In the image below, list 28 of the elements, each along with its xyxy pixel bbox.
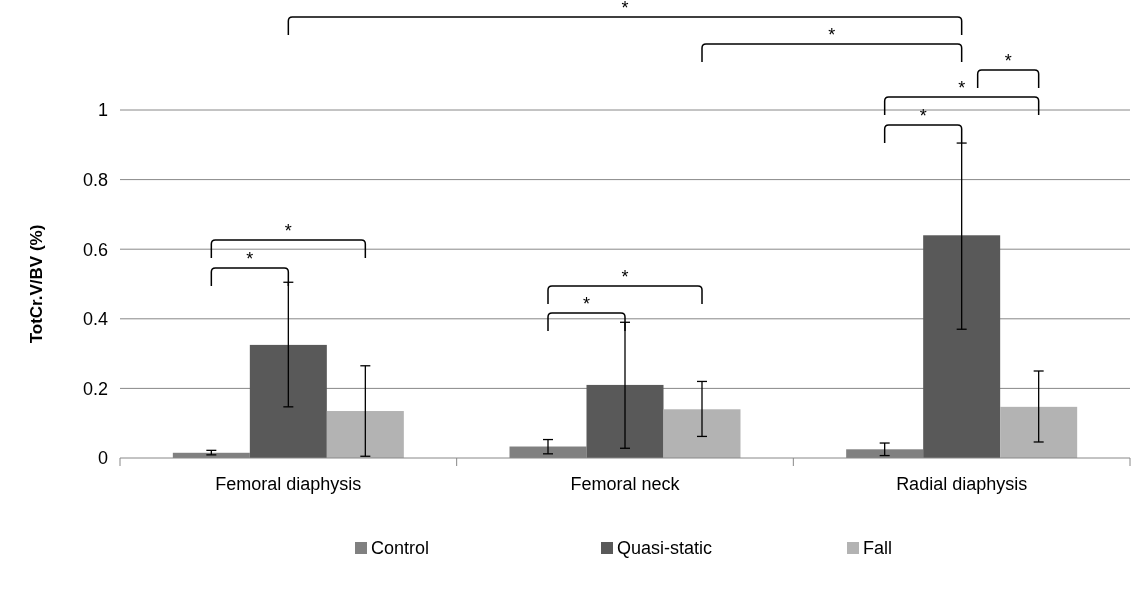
text: * [958, 78, 966, 98]
bar [249, 344, 327, 458]
y-tick-label: 0.4 [82, 309, 108, 330]
text: * [1004, 51, 1012, 71]
y-axis-title: TotCr.V/BV (%) [27, 224, 46, 344]
y-tick-label: 0.2 [82, 378, 108, 399]
bar [923, 235, 1001, 458]
y-tick-label: 0.8 [82, 169, 108, 190]
legend-label: Fall [863, 538, 893, 559]
y-tick-label: 0.6 [82, 239, 108, 260]
text: * [828, 25, 836, 45]
bar [663, 409, 741, 458]
y-tick-label: 1 [97, 100, 108, 121]
bar [586, 384, 664, 458]
legend-label: Control [371, 538, 430, 559]
x-tick-label: Femoral neck [570, 474, 681, 494]
annotation: * [919, 106, 927, 126]
annotation: * [284, 221, 292, 241]
x-tick-label: Femoral diaphysis [215, 474, 362, 494]
y-tick-label: 0 [97, 448, 108, 469]
text: * [621, 0, 629, 18]
bar [326, 411, 404, 458]
bar [1000, 406, 1078, 458]
annotation: * [621, 267, 629, 287]
x-tick-label: Radial diaphysis [896, 474, 1028, 494]
annotation: * [246, 249, 254, 269]
legend-label: Quasi-static [617, 538, 713, 559]
annotation: * [582, 294, 591, 314]
